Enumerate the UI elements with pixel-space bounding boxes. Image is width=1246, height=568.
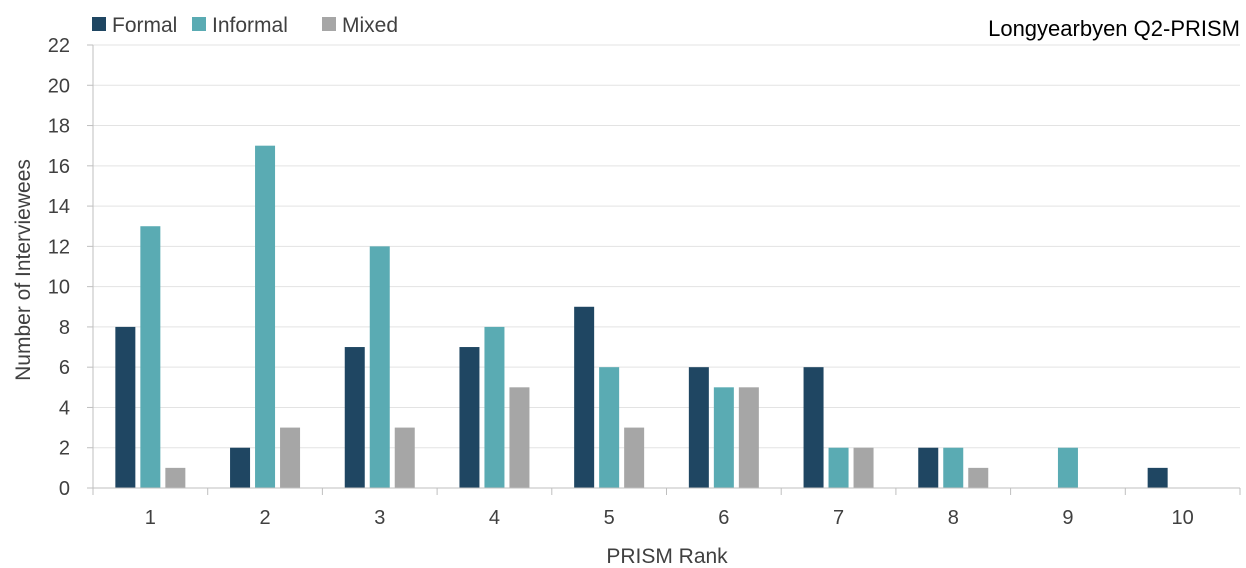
legend-label-mixed: Mixed — [342, 14, 398, 37]
bar-mixed-rank-5 — [624, 427, 645, 488]
x-tick-label: 7 — [833, 507, 844, 529]
bar-formal-rank-8 — [918, 447, 939, 488]
bar-informal-rank-5 — [599, 367, 620, 488]
x-tick-label: 2 — [259, 507, 270, 529]
bar-formal-rank-5 — [574, 306, 595, 488]
bar-informal-rank-2 — [255, 145, 276, 488]
bar-formal-rank-10 — [1147, 467, 1168, 488]
y-tick-label: 18 — [48, 116, 70, 138]
bar-mixed-rank-2 — [280, 427, 301, 488]
bar-formal-rank-2 — [230, 447, 251, 488]
bar-mixed-rank-6 — [738, 387, 759, 488]
y-tick-label: 10 — [48, 277, 70, 299]
bar-mixed-rank-7 — [853, 447, 874, 488]
x-tick-label: 9 — [1062, 507, 1073, 529]
bar-formal-rank-3 — [344, 347, 365, 488]
gridlines — [93, 44, 1240, 449]
x-tick-label: 6 — [718, 507, 729, 529]
y-axis-title: Number of Interviewees — [12, 159, 35, 381]
y-tick-label: 6 — [59, 357, 70, 379]
legend: Formal Informal Mixed — [92, 14, 398, 37]
legend-label-formal: Formal — [112, 14, 177, 37]
bar-informal-rank-4 — [484, 326, 505, 488]
x-tick-label: 1 — [145, 507, 156, 529]
x-tick-label: 4 — [489, 507, 500, 529]
y-tick-label: 2 — [59, 438, 70, 460]
legend-label-informal: Informal — [212, 14, 288, 37]
bar-formal-rank-4 — [459, 347, 480, 488]
legend-swatch-mixed — [322, 17, 336, 31]
y-tick-label: 4 — [59, 397, 70, 419]
bar-informal-rank-1 — [140, 226, 161, 488]
bars — [115, 145, 1168, 488]
y-tick-label: 14 — [48, 196, 70, 218]
y-tick-label: 8 — [59, 317, 70, 339]
bar-informal-rank-7 — [828, 447, 849, 488]
bar-informal-rank-6 — [713, 387, 734, 488]
bar-formal-rank-6 — [688, 367, 709, 488]
legend-swatch-informal — [192, 17, 206, 31]
bar-mixed-rank-3 — [394, 427, 415, 488]
y-tick-label: 20 — [48, 75, 70, 97]
bar-formal-rank-7 — [803, 367, 824, 488]
y-tick-label: 0 — [59, 478, 70, 500]
bar-informal-rank-3 — [369, 246, 390, 488]
bar-mixed-rank-8 — [968, 467, 989, 488]
bar-mixed-rank-4 — [509, 387, 530, 488]
x-tick-label: 3 — [374, 507, 385, 529]
bar-informal-rank-8 — [943, 447, 964, 488]
bar-formal-rank-1 — [115, 326, 136, 488]
y-tick-label: 12 — [48, 236, 70, 258]
y-tick-label: 16 — [48, 156, 70, 178]
legend-swatch-formal — [92, 17, 106, 31]
x-tick-label: 5 — [604, 507, 615, 529]
bar-informal-rank-9 — [1057, 447, 1078, 488]
x-tick-label: 8 — [948, 507, 959, 529]
bar-mixed-rank-1 — [165, 467, 186, 488]
y-tick-label: 22 — [48, 35, 70, 57]
chart-title: Longyearbyen Q2-PRISM — [988, 16, 1240, 41]
x-tick-label: 10 — [1172, 507, 1194, 529]
x-axis-title: PRISM Rank — [606, 545, 728, 568]
